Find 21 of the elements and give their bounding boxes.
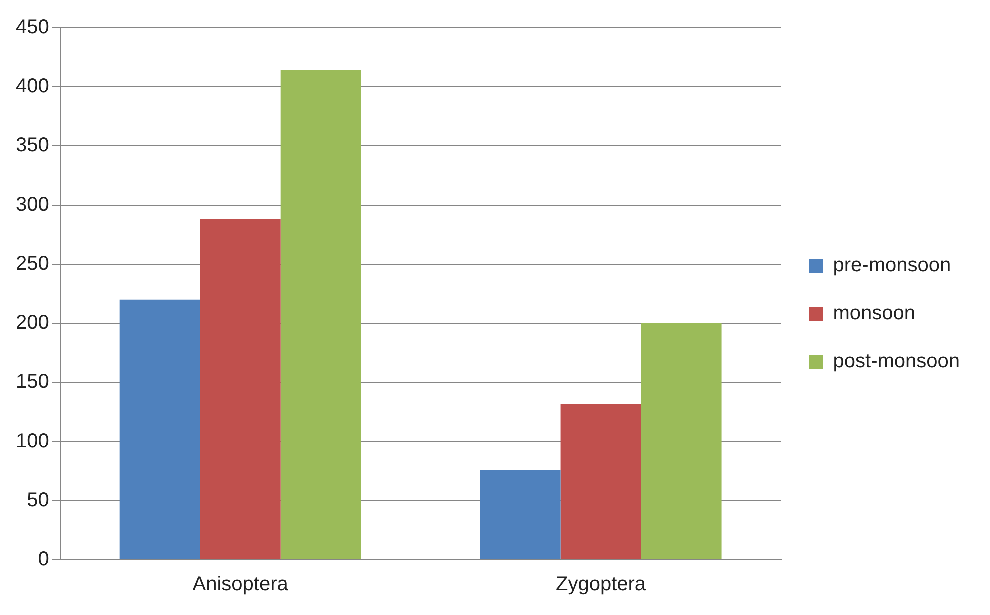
y-tick-label: 350 [16,134,50,157]
legend-label: monsoon [833,302,916,325]
y-tick-label: 250 [16,252,50,275]
bar [200,220,281,560]
x-tick-label: Zygoptera [556,574,647,596]
y-tick-label: 400 [16,76,50,98]
bar [641,324,722,560]
y-tick-label: 100 [16,430,50,452]
y-tick-label: 0 [38,548,50,571]
bar [280,70,362,560]
legend-label: post-monsoon [833,350,960,373]
y-tick-label: 450 [16,16,50,39]
bar [560,404,642,560]
y-tick-label: 150 [16,371,50,394]
bar [480,470,561,560]
legend-label: pre-monsoon [833,254,952,277]
x-tick-label: Anisoptera [192,574,290,596]
y-tick-label: 50 [27,489,50,512]
y-tick-label: 300 [16,194,50,216]
y-tick-label: 200 [16,312,50,334]
bar [120,300,200,560]
